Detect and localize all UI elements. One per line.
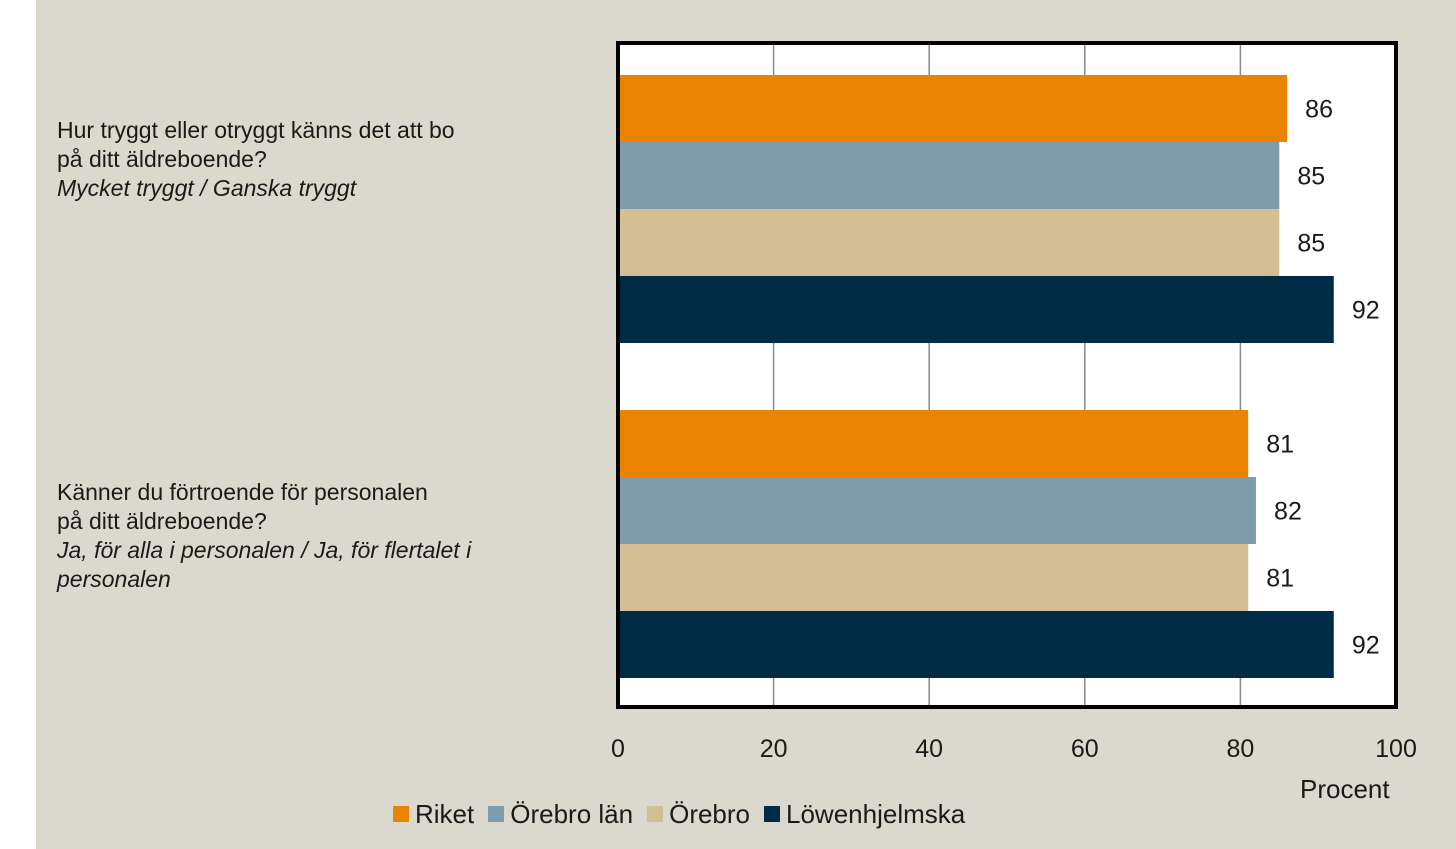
plot-border (616, 41, 1398, 709)
legend-label: Örebro län (510, 798, 634, 829)
category-question: Känner du förtroende för personalen (57, 479, 428, 505)
bar (618, 75, 1288, 142)
legend: Riket Örebro län Örebro Löwenhjelmska (393, 797, 979, 831)
x-axis-ticks: 0 20 40 60 80 100 (611, 735, 1417, 763)
bar (618, 611, 1334, 678)
legend-label: Löwenhjelmska (786, 798, 966, 829)
x-tick-label: 60 (1071, 735, 1099, 763)
legend-swatch (393, 806, 409, 822)
bar (618, 477, 1256, 544)
category-question-cont: på ditt äldreboende? (57, 508, 267, 534)
legend-swatch (647, 806, 664, 822)
category-label-1: Hur tryggt eller otryggt känns det att b… (57, 116, 597, 203)
data-label: 81 (1266, 431, 1294, 459)
legend-swatch (764, 806, 781, 822)
legend-label: Örebro (669, 798, 751, 829)
category-label-2: Känner du förtroende för personalen på d… (57, 478, 597, 594)
data-label: 85 (1297, 163, 1325, 191)
data-label: 92 (1352, 632, 1380, 660)
bar (618, 276, 1334, 343)
x-tick-label: 40 (915, 735, 943, 763)
category-question-cont: på ditt äldreboende? (57, 146, 267, 172)
category-answer: Ja, för alla i personalen / Ja, för fler… (57, 537, 472, 563)
bar (618, 410, 1249, 477)
legend-item-lowenhjelmska: Löwenhjelmska (764, 799, 965, 830)
bars (618, 75, 1334, 678)
legend-item-orebro: Örebro (647, 799, 750, 830)
x-tick-label: 80 (1226, 735, 1254, 763)
bar (618, 544, 1249, 611)
data-label: 82 (1274, 498, 1302, 526)
data-label: 81 (1266, 565, 1294, 593)
legend-label: Riket (415, 798, 475, 829)
x-tick-label: 20 (760, 735, 788, 763)
category-answer: Mycket tryggt / Ganska tryggt (57, 175, 357, 201)
legend-item-orebro-lan: Örebro län (488, 799, 633, 830)
category-question: Hur tryggt eller otryggt känns det att b… (57, 117, 455, 143)
category-answer-cont: personalen (57, 566, 171, 592)
x-axis-label: Procent (1300, 774, 1390, 804)
legend-swatch (488, 806, 505, 822)
bar (618, 209, 1280, 276)
x-tick-label: 100 (1375, 735, 1417, 763)
legend-item-riket: Riket (393, 799, 474, 830)
bar (618, 142, 1280, 209)
data-labels: 86 81 85 82 85 81 92 92 (1266, 96, 1379, 660)
data-label: 92 (1352, 297, 1380, 325)
x-tick-label: 0 (611, 735, 625, 763)
data-label: 85 (1297, 230, 1325, 258)
data-label: 86 (1305, 96, 1333, 124)
